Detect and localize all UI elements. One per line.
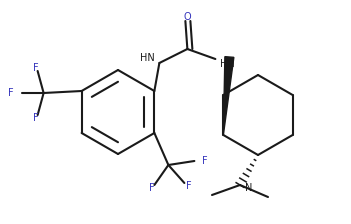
Text: HN: HN [140,53,154,63]
Text: F: F [203,156,208,166]
Text: F: F [8,88,14,98]
Text: F: F [33,63,39,73]
Text: F: F [33,113,39,123]
Text: F: F [148,183,154,193]
Text: F: F [186,181,191,191]
Text: N: N [245,183,252,193]
Polygon shape [223,57,234,135]
Text: HN: HN [220,59,235,69]
Text: O: O [184,12,191,22]
